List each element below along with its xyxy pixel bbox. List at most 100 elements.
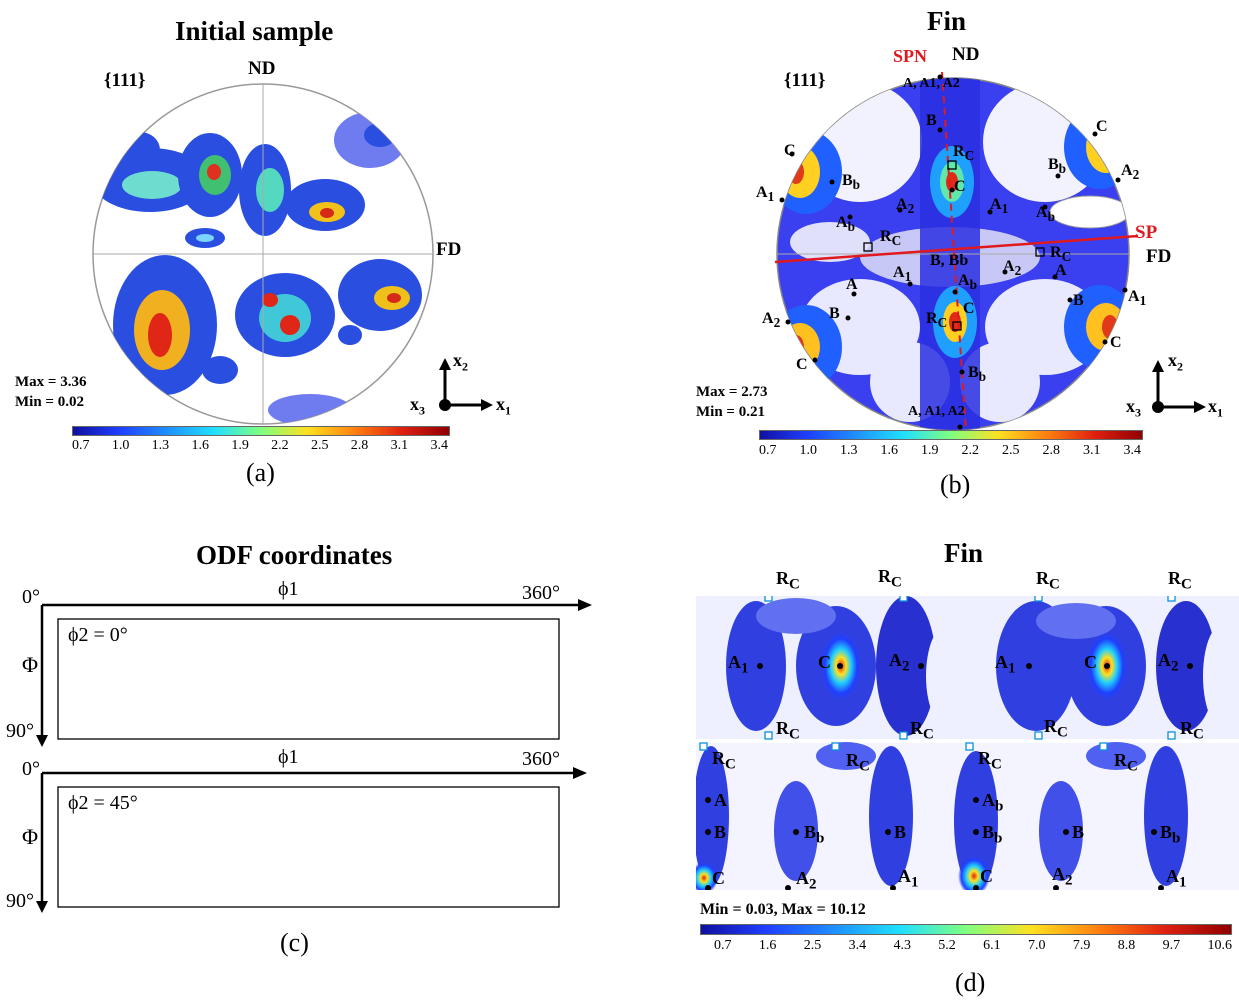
panel-d-bb-low-2: Bb: [982, 822, 1003, 847]
panel-b-label-a1-top: A1: [990, 196, 1009, 217]
panel-b-label-bottom-triplet: A, A1, A2: [908, 404, 965, 419]
panel-a-pole-figure: [92, 83, 434, 425]
panel-d-rc-low-3: RC: [978, 748, 1002, 773]
panel-b-label-a2-leftedge: A2: [762, 310, 781, 331]
panel-d-a1-low-1: A1: [898, 866, 919, 891]
panel-c-coordinate-frames: [36, 599, 592, 913]
panel-d-a2-2: A2: [1158, 650, 1179, 675]
panel-b-min: Min = 0.21: [696, 404, 765, 420]
panel-c-row1-phi1: ϕ1: [278, 578, 299, 600]
panel-b-label-a1-rightedge: A1: [1128, 288, 1147, 309]
panel-d-minmax: Min = 0.03, Max = 10.12: [700, 901, 866, 918]
panel-b-family: {111}: [784, 70, 826, 91]
panel-b-label-c-ll: C: [796, 356, 808, 373]
panel-d-b-low-3: B: [1072, 822, 1085, 842]
panel-c-row2-bottom: 90°: [6, 890, 34, 912]
panel-a-fd-label: FD: [436, 239, 462, 260]
panel-c-row2-start: 0°: [22, 758, 40, 780]
panel-d-rc-mid-4: RC: [1180, 718, 1204, 743]
panel-d-a1-1: A1: [728, 652, 749, 677]
panel-b-label-rc-center: RC: [926, 310, 948, 331]
panel-b-nd-label: ND: [952, 44, 980, 65]
panel-c-caption: (c): [280, 928, 309, 957]
panel-d-rc-mid-1: RC: [776, 718, 800, 743]
panel-d-c-low-2: C: [980, 866, 993, 886]
panel-d-c-1: C: [818, 652, 831, 672]
panel-b-sp-label: SP: [1135, 222, 1158, 243]
panel-b-spn-label: SPN: [893, 46, 928, 66]
panel-d-c-2: C: [1084, 652, 1097, 672]
panel-b-pole-figure: [774, 72, 1139, 432]
panel-b-label-a2-left: A2: [896, 196, 915, 217]
panel-c-title: ODF coordinates: [196, 540, 393, 570]
panel-b-label-bb-left: Bb: [842, 172, 861, 193]
panel-b-label-a1-left: A1: [756, 184, 775, 205]
panel-d-bb-low-3: Bb: [1160, 822, 1181, 847]
panel-b-sp-line: [774, 234, 1139, 264]
panel-a-min: Min = 0.02: [15, 394, 84, 410]
panel-a-colorbar: [72, 426, 450, 436]
panel-b-label-rc-left: RC: [880, 228, 902, 249]
panel-b-label-c-lr: C: [1110, 334, 1122, 351]
panel-b-x3-label: x3: [1126, 396, 1141, 420]
panel-d-rc-mid-2: RC: [910, 718, 934, 743]
panel-a-x2-label: x2: [453, 350, 468, 374]
panel-b-label-a2-center: A2: [1003, 258, 1022, 279]
panel-b-caption: (b): [940, 470, 971, 499]
panel-a-nd-label: ND: [248, 58, 276, 79]
panel-b-label-c-center: C: [963, 300, 975, 317]
panel-d-rc-mid-3: RC: [1044, 716, 1068, 741]
panel-b-label-ab-left: Ab: [836, 214, 855, 235]
panel-b-label-c-ur: C: [1096, 118, 1108, 135]
panel-d-ab-low: Ab: [982, 790, 1004, 815]
panel-b-label-rc-top: RC: [953, 143, 975, 164]
panel-c-row2-phi2: ϕ2 = 45°: [68, 792, 138, 814]
panel-d-a1-low-2: A1: [1166, 866, 1187, 891]
panel-d-rc-top-3: RC: [1036, 568, 1060, 593]
panel-b-label-bb-bottom: Bb: [968, 364, 987, 385]
panel-b-label-ab-right: Ab: [1036, 204, 1055, 225]
panel-d-rc-top-2: RC: [878, 566, 902, 591]
panel-c-row1-Phi: Φ: [22, 652, 39, 677]
panel-b-label-a-right: A: [1055, 262, 1067, 279]
panel-b-label-a2-right: A2: [1121, 162, 1140, 183]
panel-c-row1-end: 360°: [522, 582, 560, 604]
panel-b-label-ab-center: Ab: [958, 272, 977, 293]
panel-a-axes-triad: [439, 358, 493, 411]
panel-b-label-b-top: B: [926, 112, 937, 129]
panel-b-max: Max = 2.73: [696, 384, 768, 400]
panel-d-a2-1: A2: [889, 650, 910, 675]
panel-b-label-a-left: A: [846, 276, 858, 293]
panel-c-row2-phi1: ϕ1: [278, 746, 299, 768]
panel-d-a2-low-1: A2: [796, 868, 817, 893]
panel-d-colorbar-ticks: 0.7 1.6 2.5 3.4 4.3 5.2 6.1 7.0 7.9 8.8 …: [714, 938, 1232, 953]
panel-b-label-a1-center: A1: [893, 264, 912, 285]
panel-a-colorbar-ticks: 0.7 1.0 1.3 1.6 1.9 2.2 2.5 2.8 3.1 3.4: [72, 438, 448, 453]
panel-b-title: Fin: [927, 6, 967, 36]
panel-d-b-low-1: B: [714, 822, 727, 842]
panel-b-label-c-top: C: [954, 178, 966, 195]
panel-a-caption: (a): [246, 458, 275, 487]
panel-d-colorbar: [700, 924, 1232, 935]
panel-d-a-low: A: [714, 790, 727, 810]
panel-b-fd-label: FD: [1146, 246, 1172, 267]
panel-d-caption: (d): [955, 968, 986, 997]
panel-b-label-top-triplet: A, A1, A2: [903, 76, 960, 91]
panel-d-a2-low-2: A2: [1052, 864, 1073, 889]
panel-a-x3-label: x3: [410, 394, 425, 418]
panel-c-row2-Phi: Φ: [22, 824, 39, 849]
panel-c-row1-bottom: 90°: [6, 720, 34, 742]
panel-d-b-low-2: B: [894, 822, 907, 842]
panel-a-max: Max = 3.36: [15, 374, 87, 390]
panel-c-row1-start: 0°: [22, 586, 40, 608]
panel-a-x1-label: x1: [496, 394, 511, 418]
panel-b-label-rc-right: RC: [1050, 244, 1072, 265]
panel-d-top-density: [696, 596, 1239, 736]
panel-d-rc-low-2: RC: [846, 750, 870, 775]
panel-d-a1-2: A1: [995, 652, 1016, 677]
panel-b-x2-label: x2: [1168, 350, 1183, 374]
panel-b-colorbar-ticks: 0.7 1.0 1.3 1.6 1.9 2.2 2.5 2.8 3.1 3.4: [759, 443, 1141, 458]
panel-b-label-c-ul: C: [784, 142, 796, 159]
panel-c-row2-end: 360°: [522, 748, 560, 770]
panel-d-rc-top-4: RC: [1168, 568, 1192, 593]
